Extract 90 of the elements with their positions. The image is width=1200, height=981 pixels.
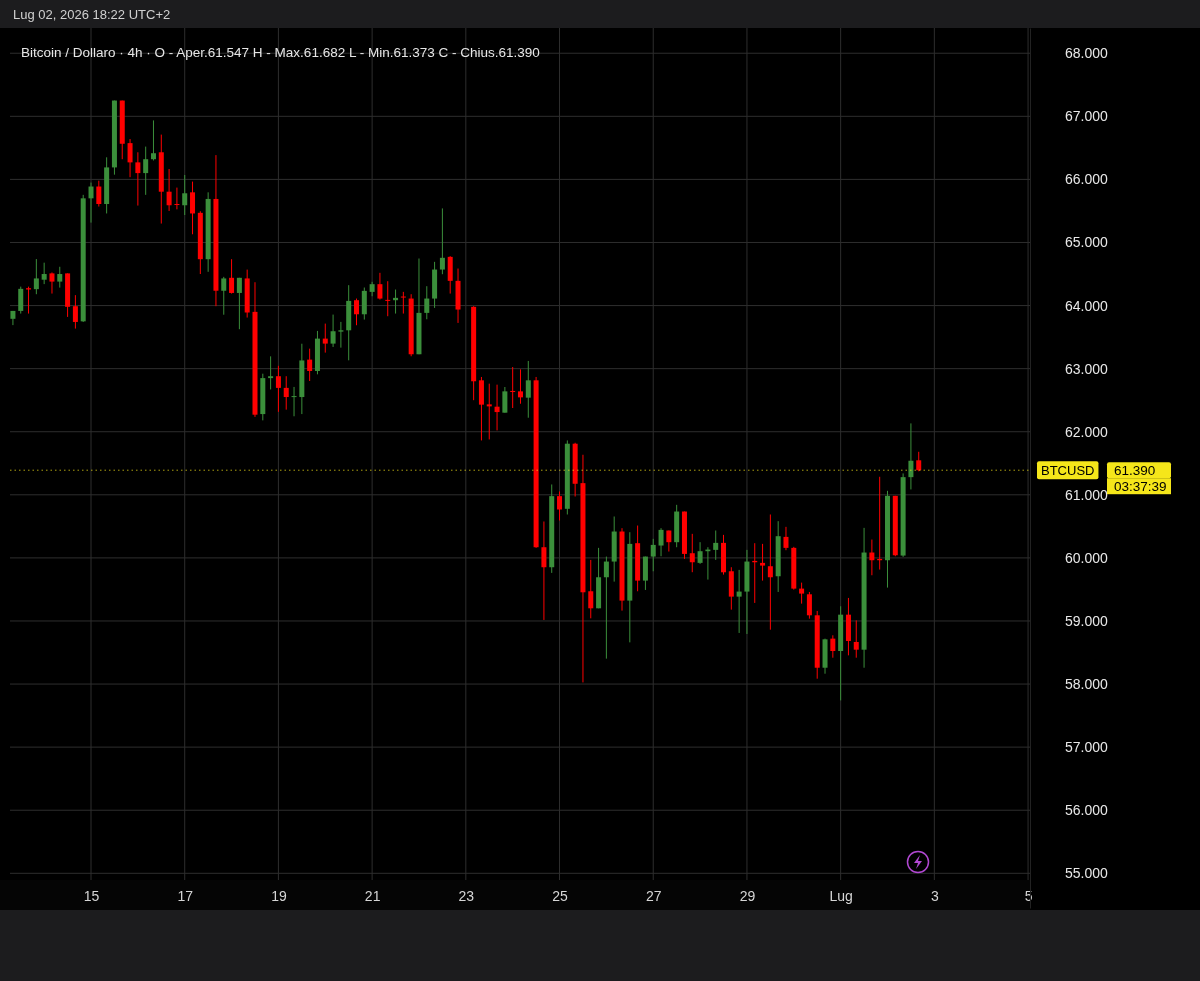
candlestick xyxy=(322,323,328,354)
candlestick xyxy=(221,276,227,316)
candlestick xyxy=(275,365,281,413)
candlestick xyxy=(361,287,367,321)
candlestick xyxy=(783,526,789,551)
y-tick-label: 56.000 xyxy=(1065,802,1109,819)
candlestick xyxy=(135,151,141,207)
x-tick-label: 3 xyxy=(930,887,939,904)
x-tick-label: 23 xyxy=(458,887,475,904)
candlestick xyxy=(268,355,274,390)
y-tick-label: 67.000 xyxy=(1065,108,1109,125)
x-tick-label: 29 xyxy=(739,887,756,904)
candlestick xyxy=(447,255,453,295)
candlestick xyxy=(41,262,47,285)
candlestick xyxy=(760,543,766,582)
candlestick xyxy=(236,277,242,330)
candlestick xyxy=(799,582,805,605)
candlestick xyxy=(385,280,391,317)
candlestick xyxy=(49,271,55,295)
y-tick-label: 60.000 xyxy=(1065,549,1109,566)
candlestick xyxy=(174,187,180,210)
y-tick-label: 62.000 xyxy=(1065,423,1109,440)
candlestick xyxy=(377,272,383,301)
text: 61.390 xyxy=(1114,462,1156,478)
candlestick xyxy=(88,182,94,224)
candlestick xyxy=(354,298,360,326)
x-tick-label: 21 xyxy=(364,887,381,904)
candlestick xyxy=(291,386,297,417)
candlestick xyxy=(486,383,492,440)
candlestick xyxy=(338,321,344,349)
candlestick xyxy=(283,375,289,411)
candlestick xyxy=(658,527,664,557)
candlestick xyxy=(767,513,773,631)
candlestick xyxy=(517,368,523,405)
candlestick xyxy=(182,174,188,216)
candlestick xyxy=(57,266,63,289)
candlestick xyxy=(229,258,235,295)
candlestick xyxy=(190,181,196,235)
candlestick xyxy=(72,294,78,330)
x-tick-label: 27 xyxy=(645,887,662,904)
y-tick-label: 59.000 xyxy=(1065,612,1109,629)
candlestick xyxy=(830,634,836,659)
candlestick xyxy=(330,314,336,348)
candlestick xyxy=(603,556,609,660)
y-tick-label: 63.000 xyxy=(1065,360,1109,377)
y-tick-label: 58.000 xyxy=(1065,676,1109,693)
candlestick xyxy=(502,386,508,414)
x-tick-label: 25 xyxy=(552,887,569,904)
candlestick xyxy=(510,366,516,409)
candlestick xyxy=(736,569,742,634)
candlestick xyxy=(650,538,656,572)
chart-subtitle: Lug 02, 2026 18:22 UTC+2 xyxy=(13,7,171,22)
candlestick xyxy=(588,559,594,619)
candlestick xyxy=(697,541,703,565)
candlestick xyxy=(908,422,914,490)
x-tick-label: 17 xyxy=(177,887,194,904)
candlestick xyxy=(307,348,313,382)
candlestick xyxy=(869,539,875,576)
candlestick xyxy=(494,384,500,431)
candlestick xyxy=(143,146,149,196)
ref-line-label: BTCUSD xyxy=(1041,463,1095,479)
candlestick xyxy=(424,285,430,320)
candlestick xyxy=(689,533,695,573)
y-tick-label: 55.000 xyxy=(1065,865,1109,882)
candlestick xyxy=(525,360,531,419)
y-tick-label: 57.000 xyxy=(1065,739,1109,756)
candlestick xyxy=(916,451,922,472)
candlestick xyxy=(127,138,133,178)
candlestick xyxy=(166,168,172,212)
text: Bitcoin / Dollaro · 4h · O - Aper.61.547 H - Max.61.682 L - Min.61.373 C - Chius.61.390 xyxy=(21,45,540,60)
text: 03:37:39 xyxy=(1114,478,1167,494)
y-tick-label: 61.000 xyxy=(1065,486,1109,503)
candlestick xyxy=(33,258,39,295)
candlestick xyxy=(96,180,102,208)
x-tick-label: 15 xyxy=(83,887,100,904)
candlestick xyxy=(713,530,719,561)
candlestick xyxy=(806,591,812,620)
y-tick-label: 64.000 xyxy=(1065,297,1109,314)
candlestick xyxy=(557,490,563,521)
x-tick-label: Lug xyxy=(829,887,853,904)
candlestick xyxy=(400,291,406,315)
candlestick xyxy=(150,119,156,161)
candlestick xyxy=(18,286,24,315)
candlestick xyxy=(439,207,445,275)
candlestick xyxy=(853,619,859,659)
y-tick-label: 65.000 xyxy=(1065,234,1109,251)
y-tick-label: 68.000 xyxy=(1065,45,1109,62)
y-tick-label: 66.000 xyxy=(1065,171,1109,188)
candlestick xyxy=(541,520,547,621)
x-tick-label: 19 xyxy=(271,887,287,904)
